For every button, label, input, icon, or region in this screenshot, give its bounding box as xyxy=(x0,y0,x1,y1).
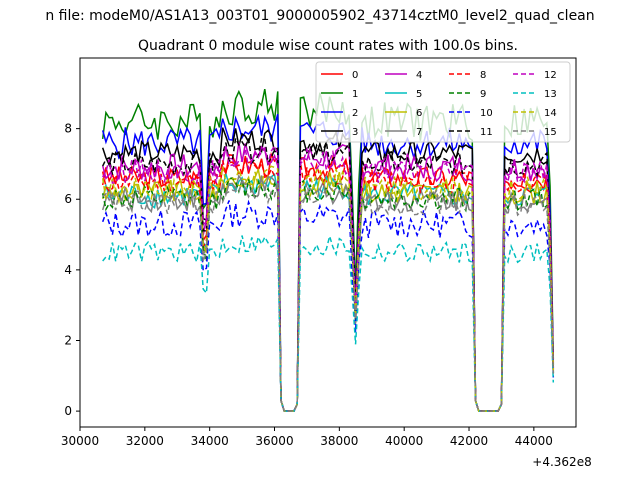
legend-label: 12 xyxy=(544,70,557,81)
legend-label: 3 xyxy=(352,127,358,138)
series-line-10 xyxy=(101,199,555,412)
x-axis: 30000 32000 34000 36000 38000 40000 42000 44000 xyxy=(61,427,553,448)
figure-suptitle: n file: modeM0/AS1A13_003T01_9000005902_… xyxy=(45,8,594,24)
series-line-11 xyxy=(102,135,555,412)
legend-label: 11 xyxy=(480,127,493,138)
x-tick-label: 44000 xyxy=(515,434,553,448)
series-line-14 xyxy=(101,165,555,412)
series-layer xyxy=(101,88,555,412)
legend-label: 6 xyxy=(416,108,422,119)
series-line-7 xyxy=(101,174,555,412)
y-tick-label: 2 xyxy=(64,333,72,347)
y-tick-label: 0 xyxy=(64,404,72,418)
y-tick-label: 8 xyxy=(64,122,72,136)
series-line-15 xyxy=(102,177,555,412)
legend-label: 8 xyxy=(480,70,486,81)
legend-label: 15 xyxy=(544,127,557,138)
legend-label: 9 xyxy=(480,89,486,100)
y-tick-label: 6 xyxy=(64,192,72,206)
legend-label: 7 xyxy=(416,127,422,138)
x-tick-label: 32000 xyxy=(126,434,164,448)
legend-label: 1 xyxy=(352,89,358,100)
legend-label: 0 xyxy=(352,70,358,81)
series-line-13 xyxy=(102,233,555,412)
legend-label: 13 xyxy=(544,89,557,100)
legend-label: 2 xyxy=(352,108,358,119)
x-offset-label: +4.362e8 xyxy=(532,455,591,469)
series-line-12 xyxy=(102,144,555,412)
x-tick-label: 40000 xyxy=(385,434,423,448)
legend-label: 10 xyxy=(480,108,493,119)
x-tick-label: 42000 xyxy=(450,434,488,448)
series-line-6 xyxy=(101,166,555,412)
y-axis: 0 2 4 6 8 xyxy=(64,122,80,418)
x-tick-label: 38000 xyxy=(320,434,358,448)
series-line-9 xyxy=(101,177,555,412)
x-tick-label: 34000 xyxy=(191,434,229,448)
y-tick-label: 4 xyxy=(64,263,72,277)
chart-title: Quadrant 0 module wise count rates with … xyxy=(138,38,518,54)
x-tick-label: 36000 xyxy=(255,434,293,448)
legend-box xyxy=(315,61,571,143)
legend-label: 4 xyxy=(416,70,422,81)
legend-label: 5 xyxy=(416,89,422,100)
axes-frame xyxy=(79,57,577,428)
legend-label: 14 xyxy=(544,108,557,119)
x-tick-label: 30000 xyxy=(61,434,99,448)
